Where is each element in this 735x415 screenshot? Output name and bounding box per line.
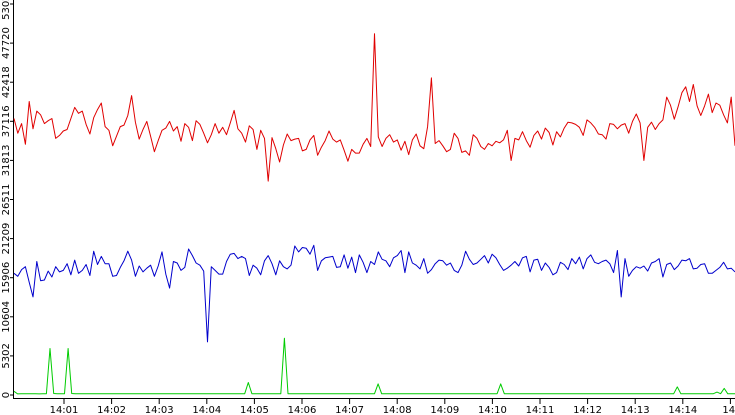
- x-tick-label: 14:07: [335, 405, 364, 415]
- y-tick-label: 0: [1, 392, 12, 398]
- y-tick-label: 10604: [1, 301, 12, 333]
- x-tick-label: 14:13: [621, 405, 650, 415]
- y-tick-label: 53023: [1, 0, 12, 20]
- y-tick-label: 47720: [1, 27, 12, 59]
- x-tick-label: 14:14: [668, 405, 697, 415]
- x-tick-label: 14:01: [50, 405, 79, 415]
- y-axis: 0 5302 10604 15906 21209 26511 31813 37116 42418…: [1, 0, 14, 398]
- x-tick-label: 14:06: [288, 405, 317, 415]
- y-tick-label: 31813: [1, 144, 12, 176]
- series-line-1: [13, 33, 735, 182]
- y-tick-label: 26511: [1, 184, 12, 216]
- x-tick-label: 14:09: [430, 405, 459, 415]
- series-line-2: [13, 244, 735, 343]
- x-tick-label: 14:10: [478, 405, 507, 415]
- y-tick-label: 15906: [1, 262, 12, 294]
- x-axis: 14:01 14:02 14:03 14:04 14:05 14:06 14:07 14:08…: [50, 399, 735, 415]
- x-tick-label: 14:04: [192, 405, 221, 415]
- x-tick-label: 14:02: [97, 405, 126, 415]
- x-tick-label: 14:: [722, 405, 735, 415]
- x-tick-label: 14:05: [240, 405, 269, 415]
- y-tick-label: 37116: [1, 105, 12, 137]
- x-tick-label: 14:11: [526, 405, 555, 415]
- series-line-3: [13, 337, 735, 395]
- y-tick-label: 21209: [1, 223, 12, 255]
- x-tick-label: 14:08: [383, 405, 412, 415]
- series-layer: [13, 33, 735, 395]
- y-tick-label: 42418: [1, 66, 12, 98]
- x-tick-label: 14:03: [145, 405, 174, 415]
- x-tick-label: 14:12: [573, 405, 602, 415]
- y-tick-label: 5302: [1, 343, 12, 368]
